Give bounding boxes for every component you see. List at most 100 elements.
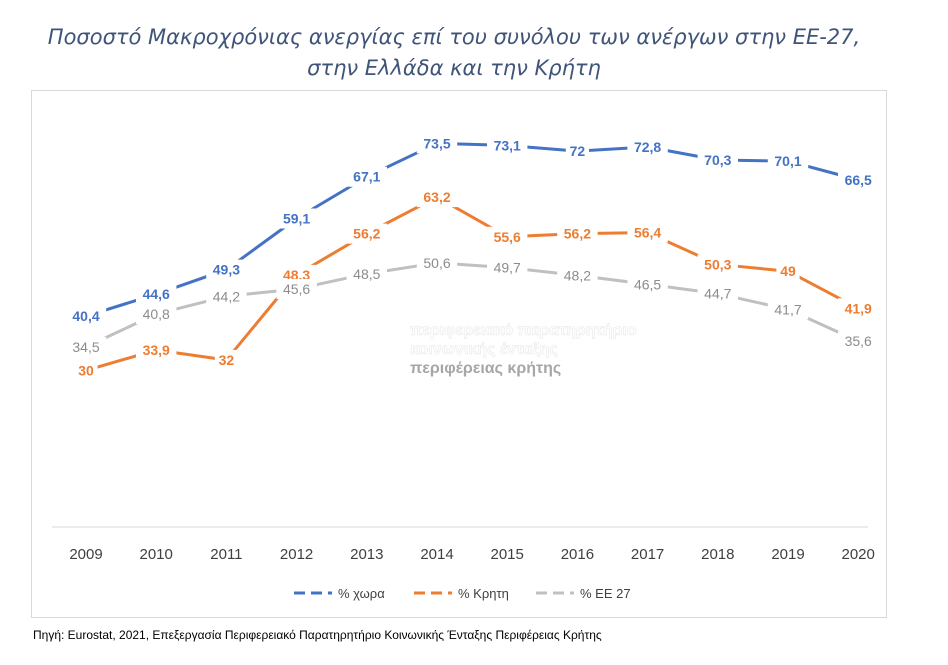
data-label-group: 44,7 bbox=[697, 283, 738, 304]
x-tick-label: 2012 bbox=[280, 546, 313, 563]
x-tick-label: 2011 bbox=[210, 546, 242, 563]
data-label-bg bbox=[767, 299, 809, 320]
data-label: 73,5 bbox=[423, 135, 450, 151]
data-label-group: 34,5 bbox=[65, 336, 107, 357]
data-label-group: 40,8 bbox=[136, 304, 177, 325]
data-label-group: 41,9 bbox=[838, 298, 879, 319]
data-label-group: 70,3 bbox=[697, 150, 738, 171]
data-label: 41,9 bbox=[845, 300, 872, 316]
chart-svg: περιφερειακό παρατηρητήριο κοινωνικής έν… bbox=[52, 133, 879, 601]
data-label-group: 30 bbox=[74, 360, 98, 381]
data-label: 44,2 bbox=[213, 288, 240, 304]
data-label: 56,2 bbox=[564, 226, 591, 242]
data-label-bg bbox=[838, 298, 879, 319]
data-label: 59,1 bbox=[283, 210, 310, 226]
data-label-group: 48,5 bbox=[346, 263, 387, 284]
data-label: 50,3 bbox=[704, 256, 731, 272]
watermark-logo-circle bbox=[335, 326, 381, 372]
data-label-bg bbox=[627, 136, 668, 157]
data-label-group: 35,6 bbox=[838, 331, 879, 352]
legend-label: % χωρα bbox=[338, 586, 385, 601]
data-label-group: 40,4 bbox=[65, 306, 107, 327]
data-label-bg bbox=[416, 252, 458, 273]
series-line bbox=[84, 141, 860, 318]
data-label: 48,3 bbox=[283, 267, 310, 283]
chart-title-line-2: στην Ελλάδα και την Κρήτη bbox=[307, 56, 601, 80]
chart-title: Ποσοστό Μακροχρόνιας ανεργίας επί του συ… bbox=[0, 22, 908, 84]
data-label-group: 56,2 bbox=[557, 223, 598, 244]
watermark-line-1: περιφερειακό παρατηρητήριο bbox=[410, 322, 637, 339]
data-label-group: 44,2 bbox=[206, 286, 247, 307]
data-label-bg bbox=[65, 336, 107, 357]
data-label-bg bbox=[214, 349, 238, 370]
data-label: 72,8 bbox=[634, 139, 661, 155]
data-label-bg bbox=[627, 222, 668, 243]
data-label: 40,8 bbox=[143, 306, 170, 322]
data-label-bg bbox=[838, 169, 879, 190]
data-label-bg bbox=[346, 263, 387, 284]
data-label: 34,5 bbox=[72, 339, 99, 355]
data-label-group: 56,2 bbox=[346, 223, 387, 244]
x-tick-label: 2020 bbox=[842, 546, 875, 563]
data-label: 55,6 bbox=[494, 229, 521, 245]
data-label: 45,6 bbox=[283, 281, 310, 297]
x-tick-label: 2014 bbox=[420, 546, 453, 563]
data-label-group: 67,1 bbox=[346, 166, 387, 187]
data-label-bg bbox=[276, 208, 317, 229]
data-label-group: 55,6 bbox=[487, 226, 528, 247]
data-label-bg bbox=[557, 223, 598, 244]
data-label-group: 73,1 bbox=[487, 135, 528, 156]
data-label-group: 44,6 bbox=[136, 284, 177, 305]
x-tick-layer: 2009 2010 2011 2012 2013 2014 2015 2016 2017 2018… bbox=[69, 546, 875, 563]
data-label: 49 bbox=[780, 263, 796, 279]
data-label: 35,6 bbox=[845, 333, 872, 349]
data-label-bg bbox=[416, 133, 458, 154]
data-label: 63,2 bbox=[423, 189, 450, 205]
x-tick-label: 2018 bbox=[701, 546, 734, 563]
data-label-bg bbox=[416, 187, 458, 208]
data-label-group: 46,5 bbox=[627, 274, 668, 295]
data-label-bg bbox=[346, 166, 387, 187]
data-label-group: 56,4 bbox=[627, 222, 668, 243]
data-label-group: 49,7 bbox=[487, 257, 528, 278]
x-tick-label: 2017 bbox=[631, 546, 664, 563]
data-label-group: 72,8 bbox=[627, 136, 668, 157]
data-label-bg bbox=[838, 331, 879, 352]
data-label-bg bbox=[697, 150, 738, 171]
data-label-bg bbox=[206, 259, 247, 280]
data-label: 41,7 bbox=[774, 301, 801, 317]
data-label-bg bbox=[557, 265, 598, 286]
data-label: 49,7 bbox=[494, 260, 521, 276]
data-label-bg bbox=[74, 360, 98, 381]
data-label-bg bbox=[697, 283, 738, 304]
data-label-bg bbox=[627, 274, 668, 295]
data-label-group: 50,3 bbox=[697, 254, 738, 275]
data-label-group: 33,9 bbox=[136, 340, 177, 361]
data-label-group: 72 bbox=[565, 141, 589, 162]
data-label: 73,1 bbox=[494, 137, 521, 153]
data-label-group: 48,2 bbox=[557, 265, 598, 286]
data-label-bg bbox=[487, 135, 528, 156]
data-label-bg bbox=[276, 278, 317, 299]
x-tick-label: 2016 bbox=[561, 546, 594, 563]
legend-label: % ΕΕ 27 bbox=[580, 586, 631, 601]
data-label-group: 45,6 bbox=[276, 278, 317, 299]
data-label-group: 49 bbox=[776, 261, 800, 282]
chart-title-line-1: Ποσοστό Μακροχρόνιας ανεργίας επί του συ… bbox=[47, 25, 861, 49]
data-label: 33,9 bbox=[143, 342, 170, 358]
data-label-bg bbox=[767, 151, 809, 172]
data-label-group: 73,5 bbox=[416, 133, 458, 154]
legend: % χωρα % Κρητη % ΕΕ 27 bbox=[294, 586, 631, 601]
data-label: 67,1 bbox=[353, 169, 380, 185]
data-label-bg bbox=[565, 141, 589, 162]
data-label: 40,4 bbox=[72, 308, 99, 324]
data-label-group: 59,1 bbox=[276, 208, 317, 229]
data-label: 70,3 bbox=[704, 152, 731, 168]
data-label-bg bbox=[776, 261, 800, 282]
data-label: 46,5 bbox=[634, 276, 661, 292]
data-label-bg bbox=[65, 306, 107, 327]
data-label: 32 bbox=[219, 352, 235, 368]
data-label: 50,6 bbox=[423, 255, 450, 271]
data-label: 49,3 bbox=[213, 262, 240, 278]
legend-label: % Κρητη bbox=[458, 586, 509, 601]
